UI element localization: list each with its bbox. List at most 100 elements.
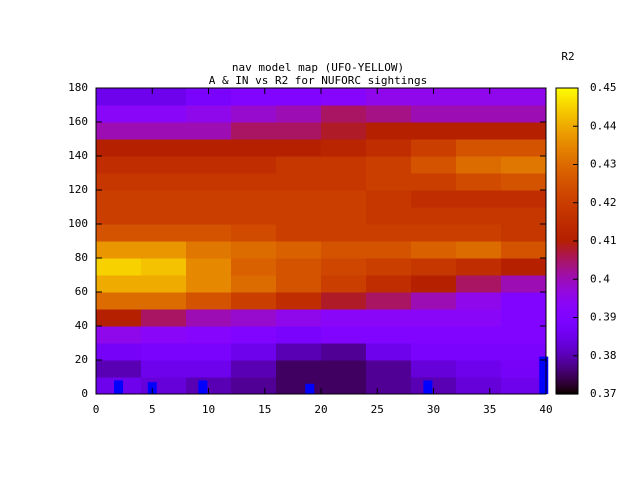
colorbar-strip <box>556 96 578 99</box>
heat-cell <box>456 241 502 259</box>
heat-cell <box>96 275 142 293</box>
colorbar-strip <box>556 376 578 379</box>
colorbar-strip <box>556 178 578 181</box>
colorbar-strip <box>556 146 578 149</box>
colorbar-strip <box>556 362 578 365</box>
colorbar-strip <box>556 98 578 101</box>
point-bar <box>198 380 208 394</box>
colorbar-strip <box>556 158 578 161</box>
colorbar-strip <box>556 202 578 205</box>
colorbar-strip <box>556 208 578 211</box>
heat-cell <box>186 173 232 191</box>
heat-cell <box>411 258 457 276</box>
y-tick-label: 160 <box>68 115 88 128</box>
heat-cell <box>96 360 142 378</box>
colorbar-strip <box>556 272 578 275</box>
colorbar-strip <box>556 328 578 331</box>
x-tick-label: 40 <box>539 403 552 416</box>
heat-cell <box>276 173 322 191</box>
heat-cell <box>186 258 232 276</box>
heat-cell <box>456 190 502 208</box>
heat-cell <box>96 224 142 242</box>
heat-cell <box>141 224 187 242</box>
heat-cell <box>276 275 322 293</box>
colorbar-strip <box>556 238 578 241</box>
heat-cell <box>411 105 457 123</box>
colorbar-strip <box>556 222 578 225</box>
heat-cell <box>501 309 547 327</box>
colorbar-strip <box>556 244 578 247</box>
heat-cell <box>186 275 232 293</box>
heat-cell <box>501 326 547 344</box>
heat-cell <box>456 156 502 174</box>
colorbar-strip <box>556 100 578 103</box>
heat-cell <box>321 173 367 191</box>
colorbar-strip <box>556 380 578 383</box>
colorbar-strip <box>556 216 578 219</box>
colorbar-strip <box>556 320 578 323</box>
heat-cell <box>96 241 142 259</box>
colorbar-strip <box>556 140 578 143</box>
heat-cell <box>411 224 457 242</box>
colorbar-strip <box>556 336 578 339</box>
colorbar-strip <box>556 346 578 349</box>
heat-cell <box>186 190 232 208</box>
colorbar-strip <box>556 256 578 259</box>
heat-cell <box>321 190 367 208</box>
cb-tick-label: 0.38 <box>590 349 617 362</box>
heat-cell <box>186 309 232 327</box>
colorbar-strip <box>556 344 578 347</box>
chart-title: nav model map (UFO-YELLOW) <box>232 61 404 74</box>
heat-cell <box>366 292 412 310</box>
colorbar-strip <box>556 212 578 215</box>
heat-cell <box>186 139 232 157</box>
heat-cell <box>141 173 187 191</box>
colorbar-strip <box>556 224 578 227</box>
colorbar-strip <box>556 318 578 321</box>
colorbar-strip <box>556 126 578 129</box>
heat-cell <box>96 258 142 276</box>
y-tick-label: 180 <box>68 81 88 94</box>
colorbar-strip <box>556 230 578 233</box>
heat-cell <box>96 105 142 123</box>
colorbar-strip <box>556 94 578 97</box>
cb-tick-label: 0.41 <box>590 234 617 247</box>
heat-cell <box>321 309 367 327</box>
heat-cell <box>411 241 457 259</box>
heat-cell <box>141 139 187 157</box>
heat-cell <box>366 139 412 157</box>
colorbar-strip <box>556 384 578 387</box>
colorbar-strip <box>556 162 578 165</box>
colorbar-strip <box>556 290 578 293</box>
colorbar-strip <box>556 334 578 337</box>
heat-cell <box>411 122 457 140</box>
colorbar-strip <box>556 382 578 385</box>
colorbar-strip <box>556 274 578 277</box>
colorbar-strip <box>556 242 578 245</box>
heat-cell <box>141 156 187 174</box>
heat-cell <box>501 139 547 157</box>
colorbar-strip <box>556 234 578 237</box>
colorbar-strip <box>556 198 578 201</box>
heat-cell <box>141 360 187 378</box>
heat-cell <box>321 88 367 106</box>
colorbar-strip <box>556 270 578 273</box>
colorbar-strip <box>556 294 578 297</box>
heat-cell <box>186 122 232 140</box>
colorbar-strip <box>556 128 578 131</box>
heat-cell <box>96 156 142 174</box>
heat-cell <box>411 292 457 310</box>
colorbar-strip <box>556 288 578 291</box>
colorbar-strip <box>556 326 578 329</box>
heat-cell <box>321 275 367 293</box>
y-tick-label: 120 <box>68 183 88 196</box>
point-bar <box>305 383 315 394</box>
heat-cell <box>96 292 142 310</box>
heat-cell <box>186 241 232 259</box>
heat-cell <box>501 275 547 293</box>
heat-cell <box>231 258 277 276</box>
heat-cell <box>186 292 232 310</box>
colorbar-strip <box>556 298 578 301</box>
heat-cell <box>456 88 502 106</box>
colorbar-strip <box>556 154 578 157</box>
